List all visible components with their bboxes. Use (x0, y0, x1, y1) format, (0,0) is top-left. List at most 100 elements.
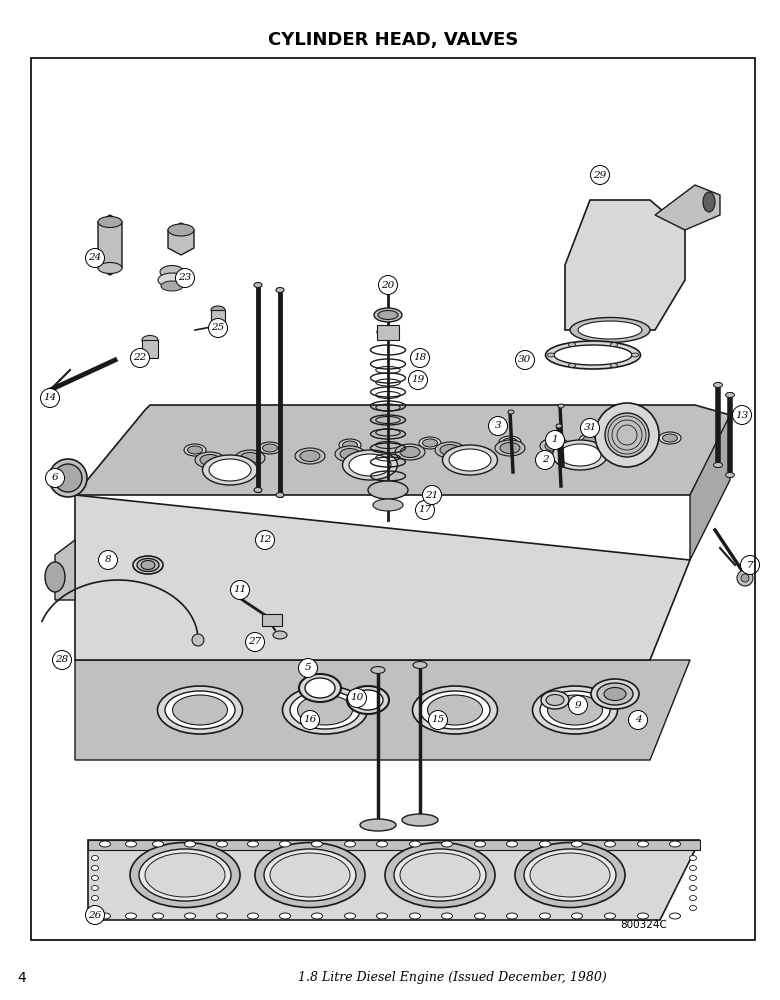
Ellipse shape (45, 562, 65, 592)
Ellipse shape (133, 556, 163, 574)
Ellipse shape (142, 336, 158, 344)
Ellipse shape (279, 913, 290, 919)
Ellipse shape (209, 459, 251, 481)
Text: 10: 10 (350, 694, 363, 702)
Circle shape (423, 486, 441, 504)
Text: 1.8 Litre Diesel Engine (Issued December, 1980): 1.8 Litre Diesel Engine (Issued December… (298, 972, 607, 984)
Ellipse shape (540, 913, 551, 919)
Ellipse shape (342, 450, 398, 480)
Polygon shape (98, 215, 122, 275)
Text: 4: 4 (635, 716, 641, 724)
Ellipse shape (203, 455, 257, 485)
Ellipse shape (374, 308, 402, 322)
Circle shape (516, 351, 534, 369)
Ellipse shape (410, 913, 420, 919)
Ellipse shape (305, 678, 335, 698)
Text: 16: 16 (303, 716, 317, 724)
Ellipse shape (632, 353, 639, 357)
Circle shape (569, 696, 587, 714)
Ellipse shape (690, 896, 697, 900)
Ellipse shape (570, 318, 650, 342)
Ellipse shape (435, 442, 465, 458)
Text: 29: 29 (594, 170, 607, 180)
Ellipse shape (508, 410, 514, 414)
Ellipse shape (299, 674, 341, 702)
Ellipse shape (141, 560, 155, 570)
Text: 14: 14 (44, 393, 57, 402)
Circle shape (741, 574, 749, 582)
Text: 22: 22 (133, 354, 147, 362)
Ellipse shape (714, 462, 722, 468)
Circle shape (580, 418, 600, 438)
Ellipse shape (98, 217, 122, 228)
Ellipse shape (311, 841, 322, 847)
Ellipse shape (345, 913, 356, 919)
Text: 26: 26 (88, 910, 101, 920)
Ellipse shape (552, 440, 608, 470)
Ellipse shape (254, 282, 262, 288)
Ellipse shape (91, 896, 98, 900)
Ellipse shape (100, 913, 111, 919)
Ellipse shape (400, 446, 420, 458)
Ellipse shape (158, 273, 186, 287)
Ellipse shape (345, 841, 356, 847)
Circle shape (595, 403, 659, 467)
Bar (377, 325, 399, 340)
Circle shape (86, 906, 105, 924)
Ellipse shape (368, 481, 408, 499)
Ellipse shape (572, 913, 583, 919)
Circle shape (86, 248, 105, 267)
Ellipse shape (515, 842, 625, 908)
Text: 20: 20 (381, 280, 395, 290)
Ellipse shape (559, 444, 601, 466)
Ellipse shape (545, 440, 565, 452)
Text: 3: 3 (495, 422, 502, 430)
Ellipse shape (548, 353, 555, 357)
Ellipse shape (413, 686, 498, 734)
Text: 23: 23 (179, 273, 192, 282)
Ellipse shape (558, 404, 564, 408)
Ellipse shape (145, 853, 225, 897)
Circle shape (428, 710, 448, 730)
Ellipse shape (98, 262, 122, 273)
Text: 9: 9 (575, 700, 581, 710)
Ellipse shape (279, 841, 290, 847)
Ellipse shape (440, 444, 460, 456)
Ellipse shape (394, 849, 486, 901)
Ellipse shape (161, 281, 183, 291)
Ellipse shape (604, 841, 615, 847)
Ellipse shape (611, 343, 618, 347)
Ellipse shape (235, 450, 265, 466)
Ellipse shape (442, 445, 498, 475)
Ellipse shape (91, 886, 98, 890)
Ellipse shape (637, 913, 648, 919)
Ellipse shape (474, 841, 485, 847)
Ellipse shape (423, 439, 438, 447)
Ellipse shape (578, 321, 642, 339)
Ellipse shape (569, 343, 576, 347)
Circle shape (98, 550, 118, 570)
Ellipse shape (572, 841, 583, 847)
Ellipse shape (264, 849, 356, 901)
Ellipse shape (669, 913, 680, 919)
Ellipse shape (54, 464, 82, 492)
Circle shape (192, 634, 204, 646)
Ellipse shape (395, 444, 425, 460)
Ellipse shape (540, 691, 610, 729)
Text: 17: 17 (418, 506, 431, 514)
Ellipse shape (662, 434, 678, 442)
Text: 15: 15 (431, 716, 445, 724)
Circle shape (45, 468, 65, 488)
Polygon shape (168, 223, 194, 255)
Ellipse shape (153, 841, 164, 847)
Ellipse shape (91, 876, 98, 880)
Ellipse shape (690, 906, 697, 910)
Ellipse shape (217, 913, 228, 919)
Ellipse shape (195, 452, 225, 468)
Ellipse shape (240, 452, 260, 464)
Ellipse shape (659, 432, 681, 444)
Circle shape (590, 165, 609, 184)
Ellipse shape (524, 849, 616, 901)
Polygon shape (655, 185, 720, 230)
Ellipse shape (160, 265, 184, 278)
